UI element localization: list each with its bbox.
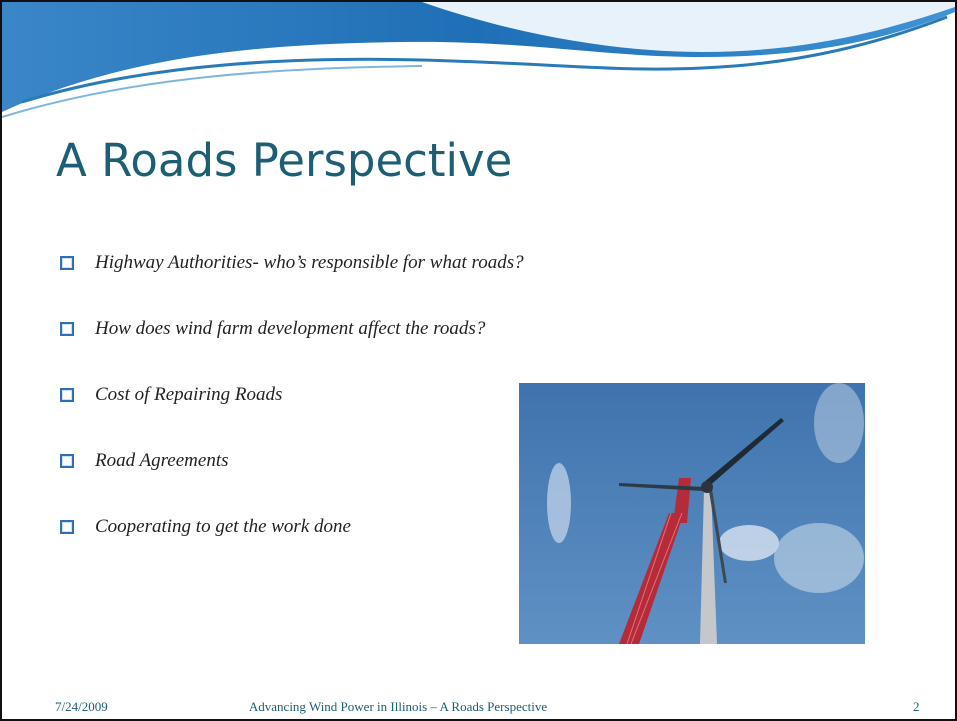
footer-date: 7/24/2009 (55, 699, 108, 715)
slide: A Roads Perspective Highway Authorities-… (0, 0, 957, 721)
bullet-list: Highway Authorities- who’s responsible f… (58, 250, 524, 580)
bullet: Highway Authorities- who’s responsible f… (58, 250, 524, 316)
bullet: Cost of Repairing Roads (58, 382, 524, 448)
slide-title: A Roads Perspective (56, 134, 512, 187)
bullet: Cooperating to get the work done (58, 514, 524, 580)
wind-turbine-photo (519, 383, 865, 644)
footer-text: Advancing Wind Power in Illinois – A Roa… (249, 699, 547, 715)
bullet: How does wind farm development affect th… (58, 316, 524, 382)
page-number: 2 (913, 699, 920, 715)
bullet: Road Agreements (58, 448, 524, 514)
header-wave (2, 2, 955, 122)
